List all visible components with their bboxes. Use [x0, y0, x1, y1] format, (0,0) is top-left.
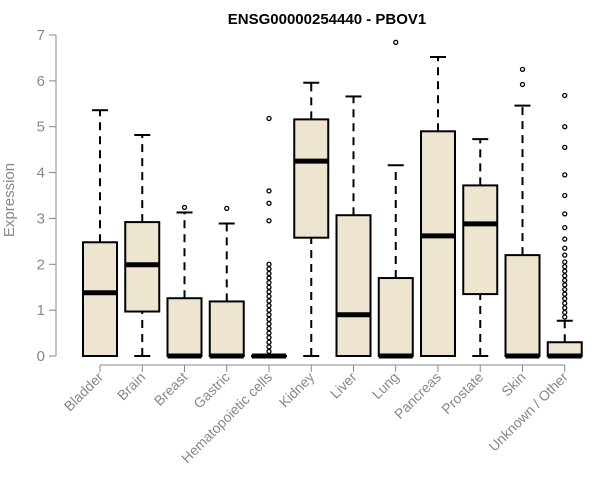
box-group: [293, 81, 330, 357]
y-tick-label: 7: [37, 27, 45, 44]
outlier-point: [519, 81, 526, 88]
outlier-point: [562, 296, 568, 302]
box: [293, 118, 330, 239]
outlier-point: [562, 305, 568, 311]
x-tick-label: Kidney: [276, 369, 318, 411]
outlier-point: [266, 348, 272, 355]
x-tick-label: Pancreas: [391, 369, 444, 422]
x-tick-label: Brain: [114, 369, 148, 403]
outlier-point: [562, 224, 568, 231]
outlier-point: [224, 205, 230, 211]
outlier-point: [562, 144, 568, 151]
x-tick-label: Skin: [498, 369, 529, 400]
outlier-point: [562, 245, 568, 251]
outlier-point: [562, 124, 568, 130]
box-group: [166, 204, 203, 359]
box-group: [377, 39, 414, 359]
outlier-point: [562, 273, 568, 279]
outlier-point: [562, 277, 568, 283]
outlier-point: [562, 282, 568, 288]
y-tick-label: 3: [37, 210, 45, 227]
outlier-point: [562, 92, 568, 99]
outlier-point: [266, 279, 272, 286]
box: [82, 241, 118, 358]
box-group: [208, 205, 245, 359]
outlier-point: [266, 325, 272, 332]
outlier-point: [562, 252, 568, 258]
y-tick-label: 4: [37, 165, 45, 182]
box-group: [335, 95, 372, 357]
chart-title: ENSG00000254440 - PBOV1: [228, 11, 426, 28]
outlier-point: [562, 268, 568, 274]
x-tick-label: Prostate: [438, 369, 486, 417]
y-tick-label: 2: [37, 256, 45, 273]
box: [504, 254, 541, 357]
outlier-point: [562, 286, 568, 293]
outlier-point: [266, 284, 272, 290]
y-axis-title: Expression: [1, 163, 18, 237]
outlier-point: [266, 115, 272, 122]
outlier-point: [181, 204, 188, 211]
outlier-point: [562, 211, 568, 217]
outlier-point: [266, 270, 272, 277]
y-axis: 0 1 2 3 4 5 6 7: [37, 27, 57, 365]
outlier-point: [266, 344, 272, 350]
y-tick-label: 0: [37, 348, 45, 365]
box: [166, 297, 203, 357]
plot-area: [82, 39, 583, 359]
y-tick-label: 1: [37, 302, 45, 319]
y-tick-label: 6: [37, 73, 45, 90]
outlier-point: [266, 200, 272, 206]
box: [420, 130, 456, 357]
outlier-point: [562, 314, 568, 320]
box-group: [462, 138, 499, 357]
box: [208, 300, 245, 357]
box: [335, 214, 372, 357]
box-group: [546, 92, 583, 359]
outlier-point: [266, 316, 272, 322]
x-tick-label: Breast: [151, 369, 191, 409]
box-group: [251, 115, 287, 359]
outlier-point: [266, 321, 272, 327]
outlier-point: [266, 293, 272, 300]
box: [377, 277, 414, 357]
outlier-point: [562, 236, 568, 242]
outlier-point: [266, 312, 272, 318]
outlier-point: [562, 192, 568, 199]
outlier-point: [266, 335, 272, 341]
outlier-point: [266, 275, 272, 281]
x-tick-label: Lung: [369, 369, 402, 402]
outlier-point: [266, 218, 272, 224]
outlier-point: [562, 300, 568, 306]
x-tick-label: Liver: [327, 369, 360, 402]
outlier-point: [266, 298, 272, 304]
outlier-point: [266, 266, 272, 272]
outlier-point: [266, 289, 272, 295]
outlier-point: [562, 263, 568, 270]
y-tick-label: 5: [37, 119, 45, 136]
outlier-point: [562, 259, 568, 265]
x-tick-label: Bladder: [61, 369, 107, 415]
box-group: [124, 133, 161, 357]
box-group: [504, 66, 541, 359]
outlier-point: [519, 66, 526, 73]
outlier-point: [562, 172, 568, 178]
box: [462, 184, 499, 296]
box-group: [420, 56, 456, 357]
outlier-point: [266, 188, 272, 194]
outlier-point: [266, 330, 272, 336]
box-group: [82, 109, 118, 358]
outlier-point: [562, 291, 568, 297]
outlier-point: [266, 302, 272, 309]
outlier-point: [266, 307, 272, 313]
outlier-point: [562, 309, 568, 316]
x-tick-label: Unknown / Other: [485, 369, 571, 455]
outlier-point: [266, 261, 272, 267]
outlier-point: [393, 39, 399, 45]
outlier-point: [266, 339, 272, 345]
